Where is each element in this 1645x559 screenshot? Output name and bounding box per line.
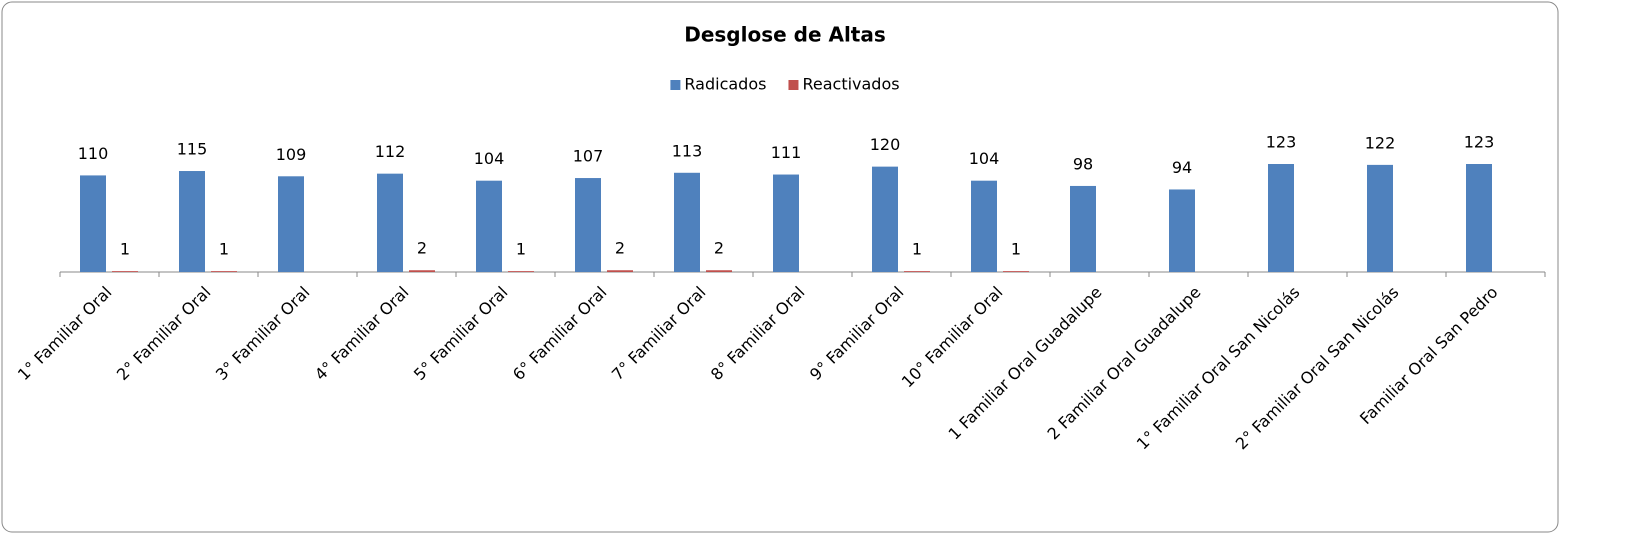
bar: [211, 271, 237, 272]
bar: [1169, 189, 1195, 272]
bar: [607, 270, 633, 272]
value-label: 98: [1073, 154, 1093, 173]
legend-swatch: [670, 80, 681, 90]
bar: [377, 173, 403, 272]
value-label: 107: [573, 147, 604, 166]
bar: [409, 270, 435, 272]
value-label: 115: [177, 140, 208, 159]
legend-swatch: [788, 80, 799, 90]
bar: [112, 271, 138, 272]
value-label: 120: [870, 135, 901, 154]
bar: [1367, 164, 1393, 272]
legend-label: Radicados: [684, 75, 766, 94]
value-label: 122: [1365, 133, 1396, 152]
value-label: 113: [672, 141, 703, 160]
value-label: 1: [516, 240, 526, 259]
value-label: 1: [1011, 240, 1021, 259]
bar: [508, 271, 534, 272]
bar: [773, 174, 799, 272]
chart-title: Desglose de Altas: [684, 23, 886, 47]
value-label: 104: [969, 149, 1000, 168]
bar: [278, 176, 304, 272]
bar: [1003, 271, 1029, 272]
value-label: 110: [78, 144, 109, 163]
value-label: 123: [1464, 133, 1495, 152]
bar: [1070, 185, 1096, 272]
value-label: 2: [615, 239, 625, 258]
legend-label: Reactivados: [802, 75, 899, 94]
value-label: 94: [1172, 158, 1192, 177]
value-label: 111: [771, 143, 802, 162]
value-label: 104: [474, 149, 505, 168]
bar: [674, 172, 700, 272]
bar: [476, 180, 502, 272]
bar: [872, 166, 898, 272]
bar: [904, 271, 930, 272]
value-label: 2: [417, 239, 427, 258]
bar: [179, 171, 205, 272]
bar: [80, 175, 106, 272]
value-label: 1: [219, 240, 229, 259]
value-label: 123: [1266, 133, 1297, 152]
value-label: 2: [714, 239, 724, 258]
bar: [971, 180, 997, 272]
value-label: 1: [120, 240, 130, 259]
bar: [575, 178, 601, 272]
bar: [706, 270, 732, 272]
value-label: 112: [375, 142, 406, 161]
value-label: 109: [276, 145, 307, 164]
bar: [1268, 164, 1294, 272]
value-label: 1: [912, 240, 922, 259]
bar: [1466, 164, 1492, 272]
